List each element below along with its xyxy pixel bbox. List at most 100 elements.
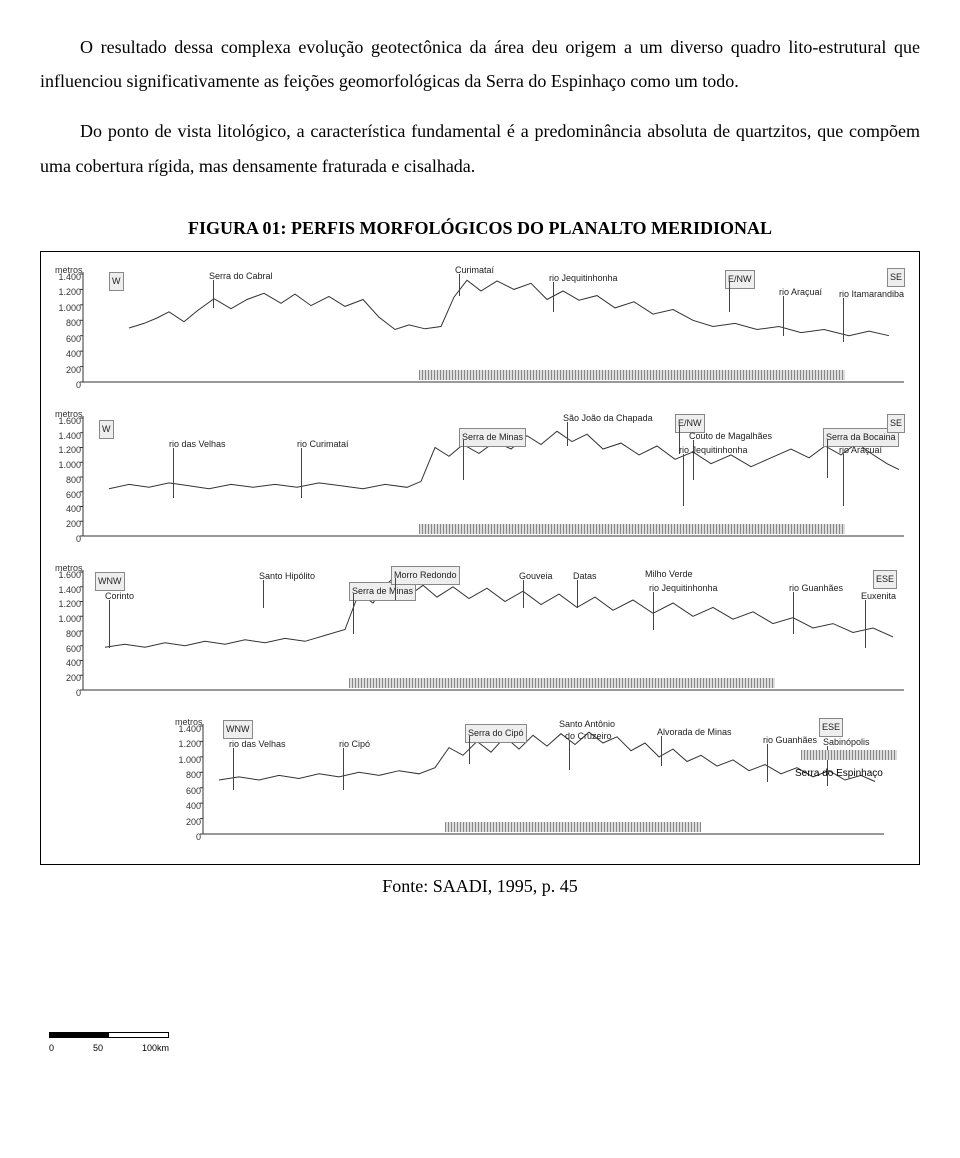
y-tick: 800 [175,767,201,784]
y-tick: 1.200 [55,442,81,459]
marker-label: rio Jequitinhonha [549,270,618,287]
marker-label: rio Araçuaí [839,442,882,459]
y-tick: 200 [55,516,81,533]
marker-label: Curimataí [455,262,494,279]
marker-label: SE [887,414,905,433]
marker-leader [523,580,524,608]
marker-label: rio Guanhães [763,732,817,749]
marker-label: ESE [873,570,897,589]
y-tick: 1.000 [55,300,81,317]
figure-title: FIGURA 01: PERFIS MORFOLÓGICOS DO PLANAL… [40,211,920,245]
y-tick: 400 [175,798,201,815]
y-tick: 200 [55,362,81,379]
marker-label: Gouveia [519,568,553,585]
y-tick: 0 [55,531,81,548]
profile-C: metros02004006008001.0001.2001.4001.600W… [49,560,909,700]
y-tick: 1.600 [55,413,81,430]
marker-label: do Cruzeiro [565,728,612,745]
marker-label: rio Itamarandiba [839,286,904,303]
marker-leader [865,600,866,648]
marker-leader [567,422,568,446]
marker-label: São João da Chapada [563,410,653,427]
figure-source: Fonte: SAADI, 1995, p. 45 [40,869,920,903]
profile-B: metros02004006008001.0001.2001.4001.600W… [49,406,909,546]
marker-label: rio Jequitinhonha [649,580,718,597]
marker-leader [459,274,460,296]
paragraph-2: Do ponto de vista litológico, a caracter… [40,114,920,182]
y-tick: 200 [55,670,81,687]
marker-label: rio Curimataí [297,436,349,453]
marker-label: Serra do Cipó [465,724,527,743]
marker-leader [767,744,768,782]
paragraph-1: O resultado dessa complexa evolução geot… [40,30,920,98]
scale-label: 100km [142,1040,169,1057]
y-tick: 1.200 [55,284,81,301]
marker-leader [173,448,174,498]
y-tick: 400 [55,655,81,672]
scale-label: 0 [49,1040,54,1057]
marker-label: Sabinópolis [823,734,870,751]
marker-leader [843,298,844,342]
profile-D: metros02004006008001.0001.2001.400WNWrio… [169,714,889,844]
marker-label: W [109,272,124,291]
y-tick: 600 [175,783,201,800]
marker-label: W [99,420,114,439]
marker-leader [569,740,570,770]
marker-leader [343,748,344,790]
legend-hatch [801,750,897,760]
y-tick: 0 [55,685,81,702]
marker-label: Serra do Cabral [209,268,273,285]
y-tick: 800 [55,315,81,332]
marker-label: Santo Hipólito [259,568,315,585]
marker-label: Morro Redondo [391,566,460,585]
y-tick: 600 [55,641,81,658]
y-tick: 1.400 [55,582,81,599]
y-tick: 800 [55,472,81,489]
marker-leader [301,448,302,498]
marker-leader [729,282,730,312]
marker-leader [653,592,654,630]
y-tick: 1.000 [55,611,81,628]
marker-leader [463,440,464,480]
marker-leader [553,282,554,312]
marker-label: Serra de Minas [459,428,526,447]
y-tick: 800 [55,626,81,643]
marker-leader [233,748,234,790]
marker-leader [263,580,264,608]
y-tick: 0 [55,377,81,394]
y-tick: 1.000 [175,752,201,769]
marker-leader [783,296,784,336]
marker-label: Alvorada de Minas [657,724,732,741]
marker-label: rio Araçuaí [779,284,822,301]
marker-label: rio das Velhas [229,736,286,753]
y-tick: 1.400 [175,721,201,738]
y-tick: 600 [55,331,81,348]
marker-leader [827,440,828,478]
y-tick: 1.400 [55,269,81,286]
y-tick: 1.600 [55,567,81,584]
y-tick: 1.000 [55,457,81,474]
y-tick: 1.400 [55,428,81,445]
hatch-band [419,370,845,380]
marker-label: SE [887,268,905,287]
hatch-band [445,822,701,832]
marker-leader [661,736,662,766]
hatch-band [349,678,775,688]
marker-leader [577,580,578,608]
marker-leader [213,280,214,308]
marker-label: rio das Velhas [169,436,226,453]
marker-leader [109,600,110,648]
hatch-band [419,524,845,534]
y-tick: 1.200 [175,736,201,753]
scale-bar: 050100km [49,1032,169,1057]
marker-leader [683,454,684,506]
marker-leader [793,592,794,634]
marker-leader [469,736,470,764]
marker-label: rio Guanhães [789,580,843,597]
marker-leader [843,454,844,506]
marker-leader [395,578,396,600]
y-tick: 200 [175,814,201,831]
y-tick: 600 [55,487,81,504]
y-tick: 0 [175,829,201,846]
y-tick: 1.200 [55,596,81,613]
